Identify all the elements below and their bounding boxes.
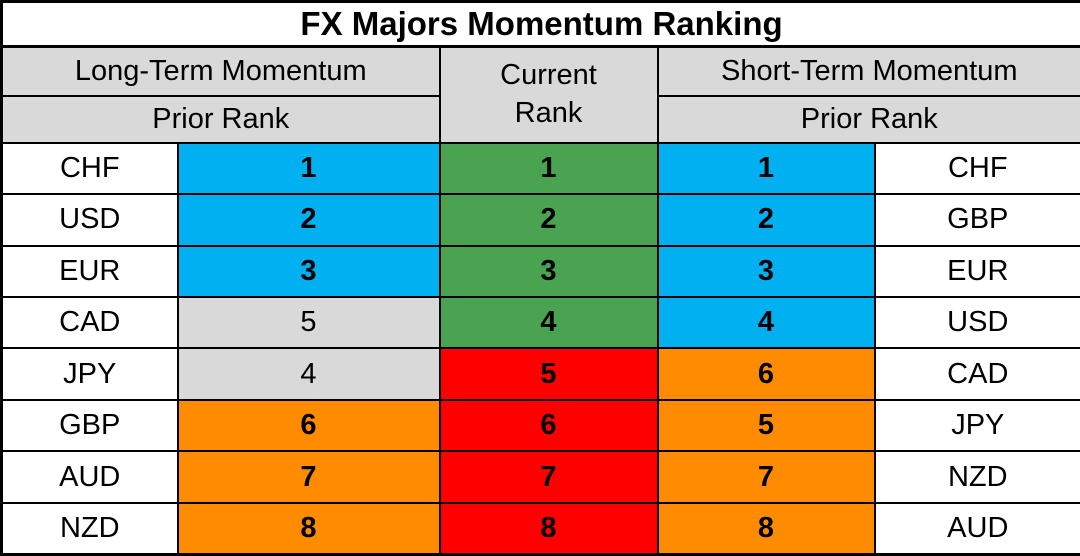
current-rank-cell: 7: [438, 450, 659, 504]
long-term-prior-rank-header: Prior Rank: [0, 95, 441, 144]
current-rank-header: Current Rank: [438, 45, 659, 144]
current-rank-header-line1: Current: [500, 59, 597, 92]
st-currency-cell: EUR: [873, 244, 1080, 299]
current-rank-cell: 3: [438, 244, 659, 299]
lt-currency-cell: NZD: [0, 501, 179, 556]
st-currency-cell: JPY: [873, 398, 1080, 453]
st-prior-rank-cell: 8: [656, 501, 876, 556]
table-row: EUR 3 3 3 EUR: [0, 244, 1080, 299]
st-currency-cell: NZD: [873, 450, 1080, 504]
current-rank-cell: 6: [438, 398, 659, 453]
current-rank-cell: 5: [438, 347, 659, 401]
short-term-prior-rank-header: Prior Rank: [656, 95, 1080, 144]
lt-currency-cell: CAD: [0, 295, 179, 350]
table-row: CAD 5 4 4 USD: [0, 295, 1080, 350]
lt-currency-cell: JPY: [0, 347, 179, 401]
lt-currency-cell: CHF: [0, 141, 179, 196]
current-rank-header-line2: Rank: [514, 96, 583, 129]
page-title: FX Majors Momentum Ranking: [0, 0, 1080, 49]
table-row: NZD 8 8 8 AUD: [0, 501, 1080, 556]
lt-currency-cell: EUR: [0, 244, 179, 299]
st-prior-rank-cell: 3: [656, 244, 876, 299]
st-prior-rank-cell: 5: [656, 398, 876, 453]
lt-currency-cell: USD: [0, 193, 179, 247]
lt-currency-cell: GBP: [0, 398, 179, 453]
st-currency-cell: GBP: [873, 193, 1080, 247]
short-term-momentum-header: Short-Term Momentum: [656, 45, 1080, 98]
current-rank-cell: 2: [438, 193, 659, 247]
header-row-prior: Prior Rank Prior Rank: [0, 95, 1080, 144]
lt-prior-rank-cell: 3: [176, 244, 441, 299]
st-currency-cell: CHF: [873, 141, 1080, 196]
st-prior-rank-cell: 6: [656, 347, 876, 401]
st-currency-cell: USD: [873, 295, 1080, 350]
current-rank-cell: 1: [438, 141, 659, 196]
table-row: CHF 1 1 1 CHF: [0, 141, 1080, 196]
lt-prior-rank-cell: 2: [176, 193, 441, 247]
table-row: USD 2 2 2 GBP: [0, 193, 1080, 247]
st-prior-rank-cell: 4: [656, 295, 876, 350]
current-rank-cell: 4: [438, 295, 659, 350]
st-prior-rank-cell: 7: [656, 450, 876, 504]
table-row: GBP 6 6 5 JPY: [0, 398, 1080, 453]
st-currency-cell: AUD: [873, 501, 1080, 556]
lt-currency-cell: AUD: [0, 450, 179, 504]
table-row: JPY 4 5 6 CAD: [0, 347, 1080, 401]
long-term-momentum-header: Long-Term Momentum: [0, 45, 441, 98]
st-currency-cell: CAD: [873, 347, 1080, 401]
header-row-groups: Long-Term Momentum Current Rank Short-Te…: [0, 45, 1080, 144]
lt-prior-rank-cell: 6: [176, 398, 441, 453]
table-row: AUD 7 7 7 NZD: [0, 450, 1080, 504]
current-rank-cell: 8: [438, 501, 659, 556]
title-row: FX Majors Momentum Ranking: [0, 0, 1080, 49]
lt-prior-rank-cell: 4: [176, 347, 441, 401]
lt-prior-rank-cell: 1: [176, 141, 441, 196]
lt-prior-rank-cell: 8: [176, 501, 441, 556]
lt-prior-rank-cell: 7: [176, 450, 441, 504]
st-prior-rank-cell: 2: [656, 193, 876, 247]
st-prior-rank-cell: 1: [656, 141, 876, 196]
lt-prior-rank-cell: 5: [176, 295, 441, 350]
